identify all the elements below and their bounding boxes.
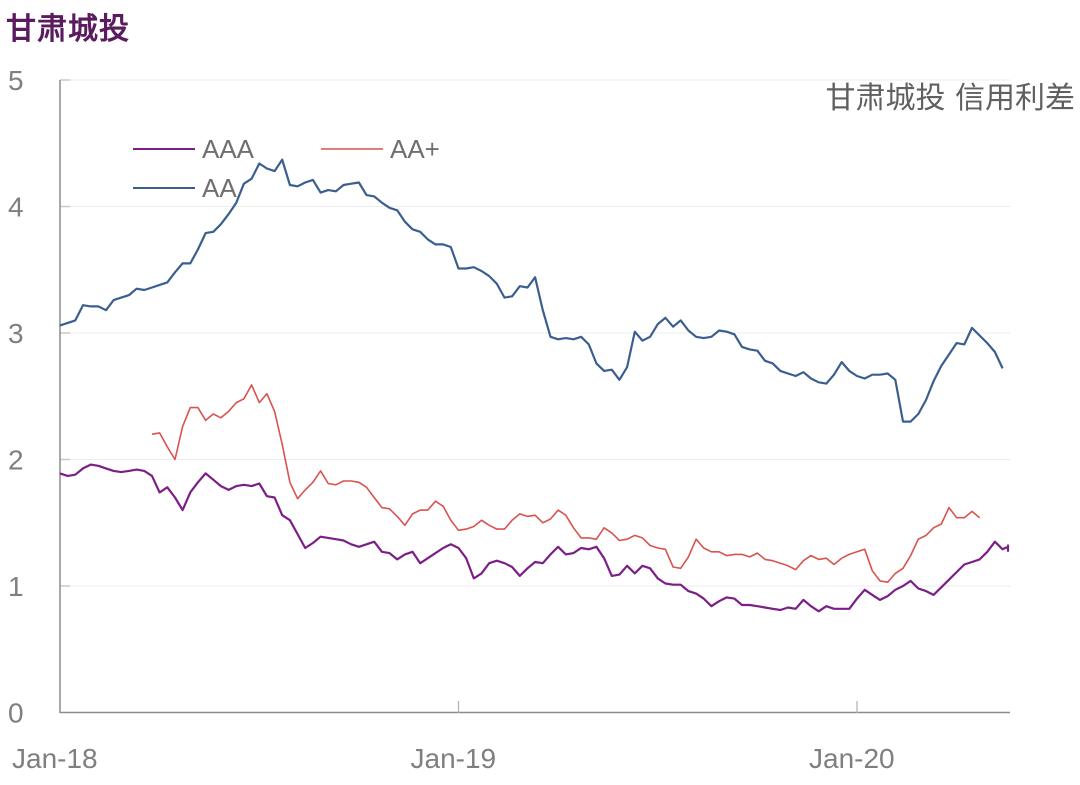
legend-item-aaa: AAA bbox=[133, 134, 255, 164]
x-tick-labels: Jan-18 Jan-19 Jan-20 bbox=[12, 701, 895, 774]
legend-item-aa: AA bbox=[133, 173, 237, 203]
y-tick-label: 2 bbox=[8, 445, 24, 476]
x-tick-label: Jan-19 bbox=[411, 743, 497, 774]
y-tick-labels: 0 1 2 3 4 5 bbox=[8, 65, 24, 729]
x-tick-label: Jan-20 bbox=[809, 743, 895, 774]
legend-label-aaplus: AA+ bbox=[390, 134, 440, 164]
series-lines bbox=[59, 158, 1010, 613]
y-tick-label: 3 bbox=[8, 318, 24, 349]
x-tick-label: Jan-18 bbox=[12, 743, 98, 774]
y-tick-label: 1 bbox=[8, 571, 24, 602]
y-tick-label: 5 bbox=[8, 65, 24, 96]
page-title: 甘肃城投 bbox=[6, 12, 130, 47]
series-line-aaplus bbox=[151, 384, 981, 584]
legend: AAA AA+ AA bbox=[133, 134, 440, 203]
y-tick-label: 4 bbox=[8, 192, 24, 223]
y-tick-label: 0 bbox=[8, 698, 24, 729]
chart-title: 甘肃城投 信用利差 bbox=[825, 81, 1075, 116]
legend-item-aaplus: AA+ bbox=[321, 134, 440, 164]
series-line-aaa bbox=[59, 463, 1010, 613]
legend-label-aaa: AAA bbox=[202, 134, 255, 164]
axes bbox=[59, 80, 1010, 714]
series-line-aa bbox=[59, 158, 1004, 423]
legend-label-aa: AA bbox=[202, 173, 237, 203]
gridlines bbox=[60, 79, 1010, 587]
